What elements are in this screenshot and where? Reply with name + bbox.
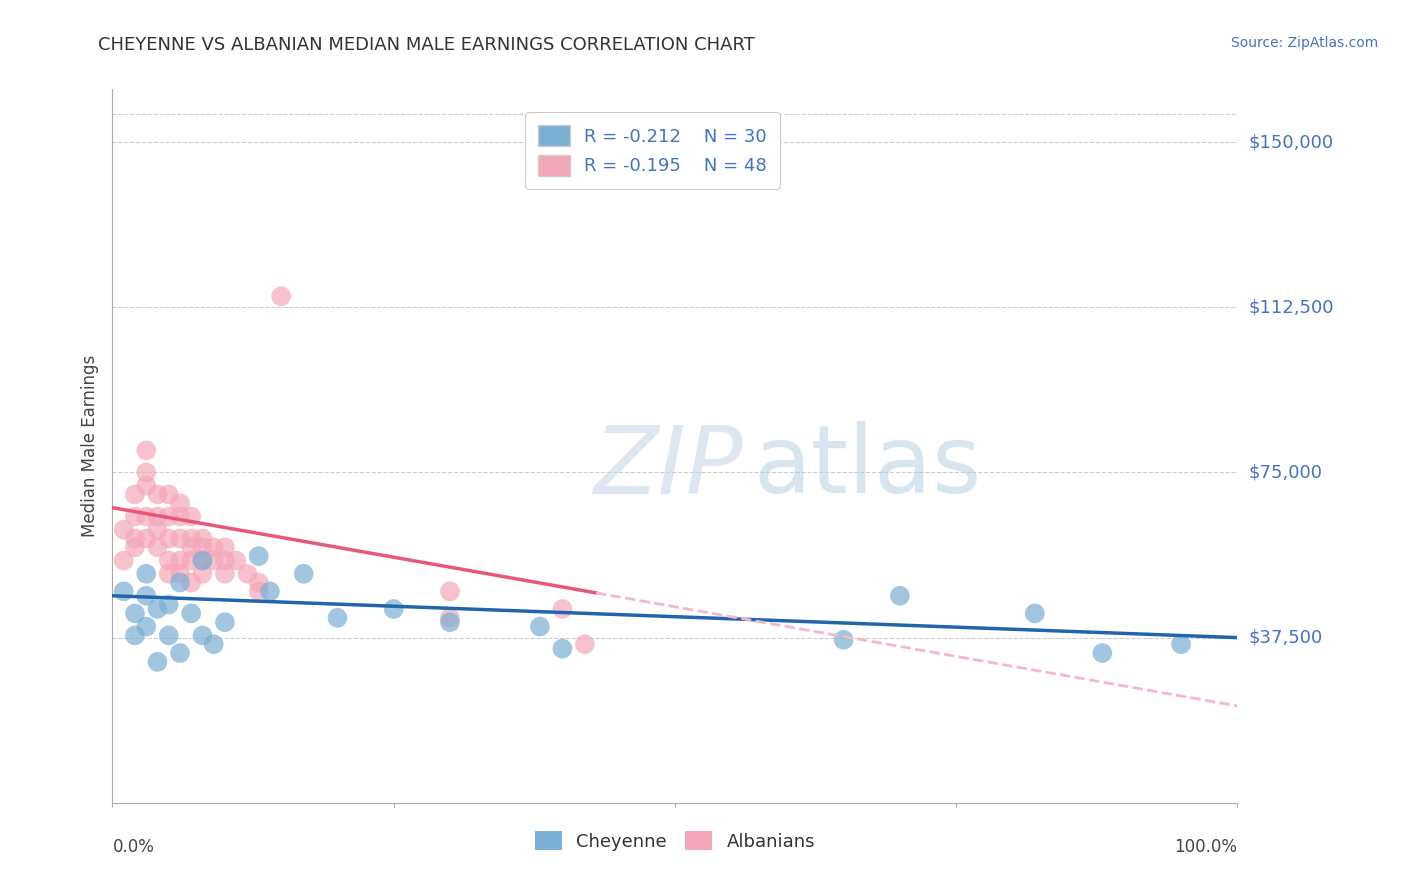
Point	[1170, 637, 1192, 651]
Point	[551, 641, 574, 656]
Text: atlas: atlas	[754, 421, 981, 514]
Point	[169, 553, 191, 567]
Point	[191, 628, 214, 642]
Point	[832, 632, 855, 647]
Text: CHEYENNE VS ALBANIAN MEDIAN MALE EARNINGS CORRELATION CHART: CHEYENNE VS ALBANIAN MEDIAN MALE EARNING…	[98, 36, 755, 54]
Text: $37,500: $37,500	[1249, 629, 1323, 647]
Text: $150,000: $150,000	[1249, 133, 1333, 151]
Point	[225, 553, 247, 567]
Point	[236, 566, 259, 581]
Text: ZIP: ZIP	[593, 422, 742, 513]
Point	[124, 541, 146, 555]
Point	[157, 566, 180, 581]
Point	[889, 589, 911, 603]
Point	[191, 532, 214, 546]
Text: $112,500: $112,500	[1249, 298, 1334, 317]
Point	[382, 602, 405, 616]
Point	[124, 509, 146, 524]
Point	[180, 607, 202, 621]
Point	[202, 553, 225, 567]
Text: 100.0%: 100.0%	[1174, 838, 1237, 855]
Point	[551, 602, 574, 616]
Text: 0.0%: 0.0%	[112, 838, 155, 855]
Point	[326, 611, 349, 625]
Point	[124, 607, 146, 621]
Point	[292, 566, 315, 581]
Point	[169, 532, 191, 546]
Point	[191, 541, 214, 555]
Point	[439, 584, 461, 599]
Point	[112, 584, 135, 599]
Point	[180, 553, 202, 567]
Point	[214, 566, 236, 581]
Point	[146, 655, 169, 669]
Point	[1091, 646, 1114, 660]
Legend: Cheyenne, Albanians: Cheyenne, Albanians	[527, 824, 823, 858]
Point	[146, 523, 169, 537]
Point	[124, 532, 146, 546]
Point	[146, 602, 169, 616]
Point	[169, 646, 191, 660]
Point	[247, 549, 270, 563]
Point	[574, 637, 596, 651]
Point	[202, 637, 225, 651]
Point	[202, 541, 225, 555]
Point	[247, 575, 270, 590]
Point	[169, 566, 191, 581]
Point	[112, 553, 135, 567]
Point	[146, 541, 169, 555]
Point	[135, 509, 157, 524]
Point	[157, 487, 180, 501]
Text: $75,000: $75,000	[1249, 464, 1323, 482]
Point	[180, 541, 202, 555]
Point	[157, 509, 180, 524]
Point	[439, 611, 461, 625]
Point	[157, 553, 180, 567]
Point	[180, 509, 202, 524]
Point	[247, 584, 270, 599]
Point	[146, 487, 169, 501]
Point	[157, 598, 180, 612]
Point	[157, 532, 180, 546]
Point	[169, 496, 191, 510]
Point	[529, 619, 551, 633]
Point	[135, 443, 157, 458]
Point	[191, 566, 214, 581]
Point	[169, 575, 191, 590]
Point	[214, 553, 236, 567]
Point	[169, 509, 191, 524]
Point	[124, 628, 146, 642]
Point	[135, 619, 157, 633]
Point	[259, 584, 281, 599]
Point	[135, 466, 157, 480]
Point	[1024, 607, 1046, 621]
Point	[214, 615, 236, 630]
Point	[157, 628, 180, 642]
Point	[124, 487, 146, 501]
Text: Source: ZipAtlas.com: Source: ZipAtlas.com	[1230, 36, 1378, 50]
Point	[112, 523, 135, 537]
Point	[180, 575, 202, 590]
Point	[191, 553, 214, 567]
Point	[180, 532, 202, 546]
Point	[135, 566, 157, 581]
Point	[439, 615, 461, 630]
Point	[135, 589, 157, 603]
Point	[214, 541, 236, 555]
Point	[191, 553, 214, 567]
Point	[135, 478, 157, 492]
Y-axis label: Median Male Earnings: Median Male Earnings	[80, 355, 98, 537]
Point	[135, 532, 157, 546]
Point	[270, 289, 292, 303]
Point	[146, 509, 169, 524]
